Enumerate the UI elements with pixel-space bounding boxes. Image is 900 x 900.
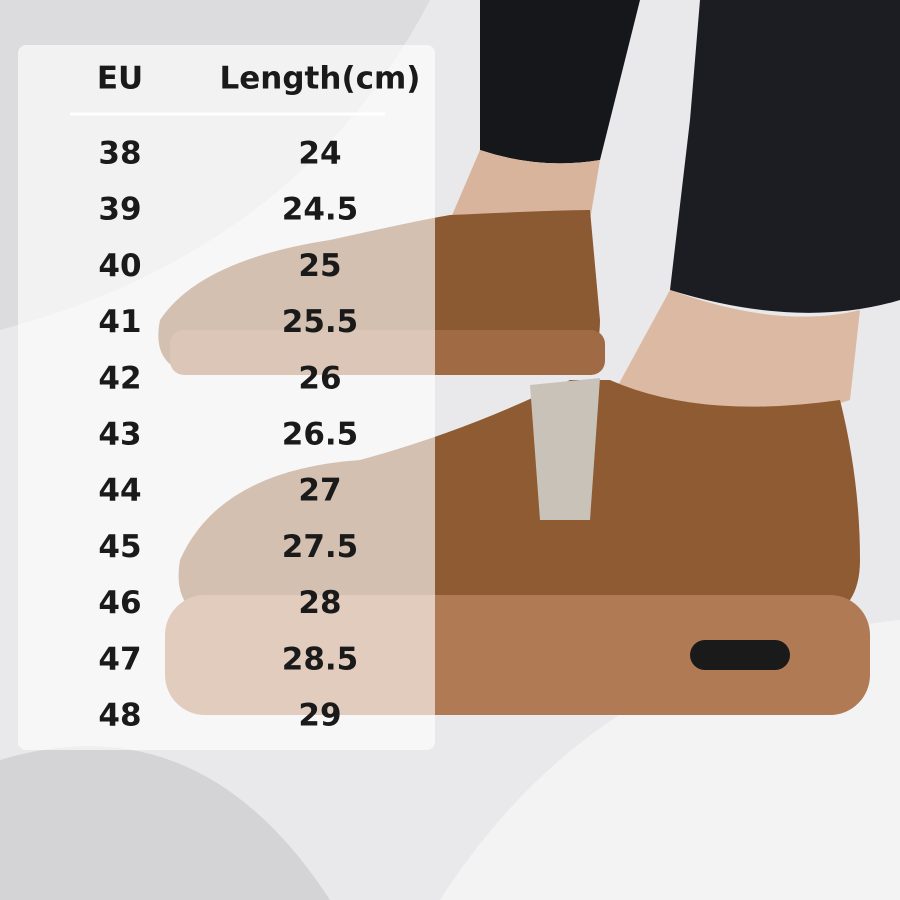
eu-size: 46 bbox=[98, 585, 141, 621]
length-cm: 24 bbox=[298, 136, 341, 172]
column-header: EU bbox=[97, 61, 143, 97]
sole-window bbox=[690, 640, 790, 670]
bg-shape bbox=[0, 746, 330, 900]
eu-size: 39 bbox=[98, 192, 141, 228]
eu-size: 38 bbox=[98, 136, 141, 172]
eu-size: 44 bbox=[98, 473, 141, 509]
eu-size: 42 bbox=[98, 360, 141, 396]
size-panel bbox=[18, 45, 435, 750]
length-cm: 24.5 bbox=[282, 192, 359, 228]
ankle-back bbox=[450, 150, 600, 230]
eu-size: 41 bbox=[98, 304, 141, 340]
trouser-back bbox=[480, 0, 640, 164]
eu-size: 48 bbox=[98, 698, 141, 734]
eu-size: 40 bbox=[98, 248, 141, 284]
trouser-front bbox=[670, 0, 900, 313]
eu-size: 43 bbox=[98, 417, 141, 453]
length-cm: 27.5 bbox=[282, 529, 359, 565]
length-cm: 27 bbox=[298, 473, 341, 509]
ankle-front bbox=[610, 290, 860, 415]
tongue-label bbox=[530, 378, 600, 520]
length-cm: 28.5 bbox=[282, 641, 359, 677]
length-cm: 26.5 bbox=[282, 417, 359, 453]
length-cm: 26 bbox=[298, 360, 341, 396]
length-cm: 25.5 bbox=[282, 304, 359, 340]
length-cm: 28 bbox=[298, 585, 341, 621]
eu-size: 45 bbox=[98, 529, 141, 565]
length-cm: 25 bbox=[298, 248, 341, 284]
length-cm: 29 bbox=[298, 698, 341, 734]
column-header: Length(cm) bbox=[220, 61, 421, 97]
size-table: EU Length(cm) 38 24 39 24.5 40 25 41 25.5 42 26 43 26… bbox=[97, 61, 421, 734]
eu-size: 47 bbox=[98, 641, 141, 677]
